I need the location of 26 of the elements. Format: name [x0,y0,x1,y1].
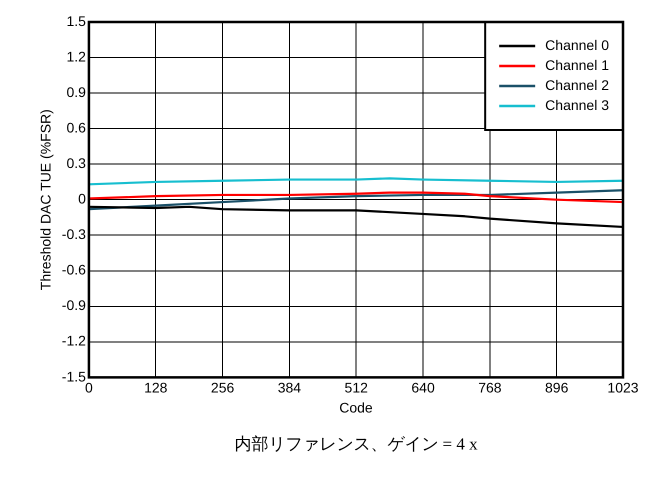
y-tick-label: 1.2 [66,48,86,64]
text: 内部リファレンス、ゲイン = 4 x [234,434,478,454]
x-tick-label: 640 [411,380,435,396]
legend-label: Channel 0 [545,36,610,53]
y-tick-label: -1.2 [62,332,86,349]
legend-label: Channel 2 [545,76,610,93]
x-tick-label: 1023 [607,380,639,396]
y-tick-label: -0.6 [62,262,86,278]
x-tick-label: 768 [478,380,502,396]
legend-label: Channel 1 [545,56,610,73]
x-tick-label: 128 [144,380,168,396]
y-tick-label: -0.9 [62,297,86,314]
x-axis-title: Code [339,399,373,416]
y-tick-label: 0.3 [66,155,86,172]
y-axis-title: Threshold DAC TUE (%FSR) [37,109,54,290]
x-tick-label: 896 [545,380,569,396]
y-tick-label: 0.9 [66,84,86,100]
y-tick-label: 0.6 [66,119,86,136]
y-tick-label: -1.5 [62,368,86,384]
x-tick-label: 512 [344,380,368,396]
y-tick-label: -0.3 [62,226,86,242]
legend-label: Channel 3 [545,96,610,113]
x-tick-label: 384 [278,380,302,396]
x-tick-label: 256 [210,380,234,396]
y-tick-label: 1.5 [66,12,86,29]
y-tick-label: 0 [78,190,86,207]
